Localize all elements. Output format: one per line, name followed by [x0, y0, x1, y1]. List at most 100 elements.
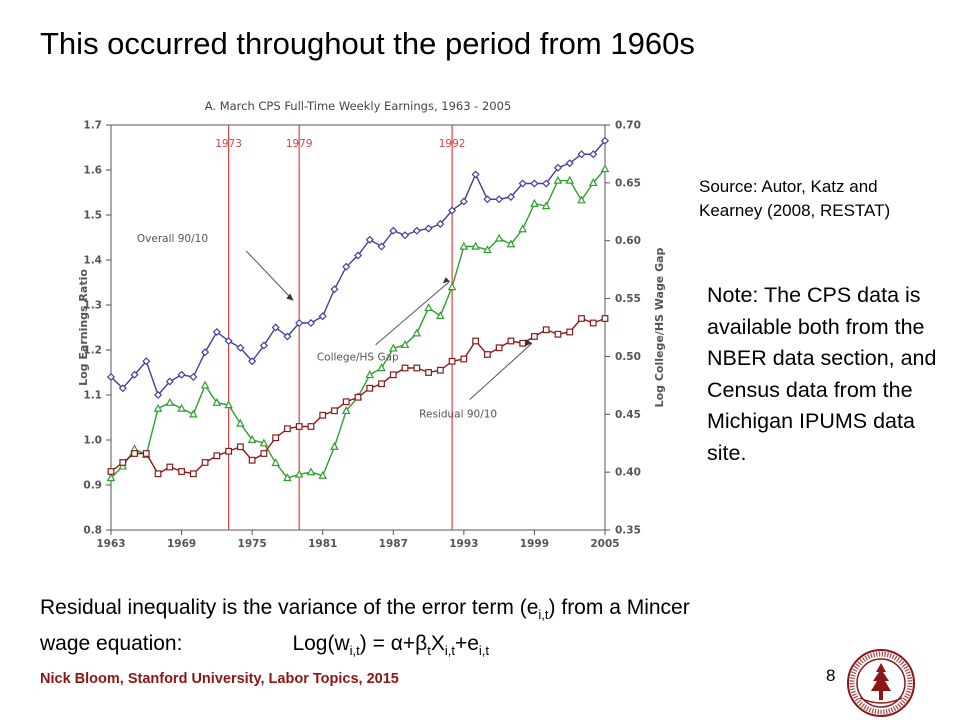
plot-frame: [110, 124, 606, 531]
college-hs-gap-point: [459, 241, 469, 250]
residual-90-10-point: [436, 366, 444, 374]
college-hs-gap-point: [494, 233, 504, 242]
overall-90-10-point: [201, 348, 210, 357]
college-hs-gap-point: [106, 473, 116, 482]
residual-90-10-point: [154, 470, 162, 478]
eq-part-d: +e: [454, 632, 479, 656]
source-line-2: Kearney (2008, RESTAT): [699, 201, 891, 220]
residual-90-10-point: [331, 407, 338, 415]
overall-90-10-point: [495, 195, 504, 204]
stanford-seal-logo: [847, 649, 915, 717]
y-left-tick-label: 0.8: [83, 525, 102, 537]
college-hs-gap-point: [565, 175, 575, 184]
residual-subscript: i,t: [538, 607, 549, 623]
overall-90-10-point: [577, 150, 586, 159]
overall-90-10-point: [283, 332, 292, 341]
overall-90-10-point: [459, 197, 468, 206]
y-right-tick-label: 0.70: [615, 120, 641, 132]
college-hs-gap-point: [483, 245, 492, 254]
overall-90-10-point: [471, 170, 480, 179]
overall-90-10-point: [436, 219, 445, 229]
college-hs-gap-point: [553, 175, 563, 184]
overall-90-10-point: [248, 357, 257, 366]
overall-90-10-point: [118, 384, 127, 393]
residual-90-10-point: [107, 468, 115, 475]
page-number: 8: [826, 666, 836, 685]
mincer-equation: Log(wi,t) = α+βtXi,t+ei,t: [292, 632, 490, 659]
overall-90-10-point: [259, 341, 268, 350]
eq-sub-4: i,t: [478, 643, 490, 659]
college-hs-gap-point: [447, 282, 457, 291]
college-hs-gap-point: [436, 311, 445, 320]
residual-text-end: ) from a Mincer: [548, 596, 690, 619]
y-right-tick-label: 0.55: [615, 293, 641, 305]
footer-credit: Nick Bloom, Stanford University, Labor T…: [40, 671, 399, 687]
overall-90-10-point: [506, 192, 515, 202]
college-hs-gap-point: [518, 224, 527, 233]
college-hs-gap-point: [212, 397, 222, 406]
overall-90-10-point: [553, 163, 563, 172]
residual-90-10-point: [142, 450, 150, 457]
residual-90-10-point: [554, 330, 562, 338]
residual-90-10-point: [483, 351, 491, 358]
residual-90-10-point: [401, 364, 409, 372]
residual-90-10-point: [236, 443, 244, 451]
overall-90-10-point: [177, 370, 186, 379]
y-right-tick-label: 0.45: [615, 409, 641, 421]
annotation-arrow-residual: [469, 342, 533, 400]
annotation-arrowhead-residual: [525, 339, 533, 347]
y-left-tick-label: 1.6: [83, 165, 102, 177]
overall-90-10-point: [589, 150, 598, 159]
series-line-college-hs-gap: [110, 168, 606, 479]
college-hs-gap-point: [236, 418, 245, 427]
residual-90-10-point: [201, 459, 209, 466]
overall-90-10-point: [330, 285, 339, 294]
residual-line-2: wage equation: Log(wi,t) = α+βtXi,t+ei,t: [40, 629, 920, 665]
y-left-tick-label: 1.1: [83, 390, 102, 402]
annotation-arrow-college: [375, 280, 451, 346]
y-left-tick-label: 1.2: [83, 345, 102, 357]
college-hs-gap-point: [189, 409, 198, 418]
slide-title: This occurred throughout the period from…: [40, 26, 695, 61]
residual-90-10-point: [425, 369, 432, 376]
college-hs-gap-point: [600, 164, 610, 173]
residual-90-10-point: [131, 450, 138, 457]
residual-90-10-point: [260, 450, 268, 457]
overall-90-10-point: [142, 357, 151, 366]
y-right-axis-label: Log College/HS Wage Gap: [653, 247, 666, 407]
annotation-overall-90-10: Overall 90/10: [137, 233, 208, 245]
overall-90-10-point: [224, 336, 233, 346]
overall-90-10-point: [189, 372, 198, 382]
college-hs-gap-point: [283, 473, 292, 482]
college-hs-gap-point: [224, 400, 233, 409]
eq-sub-1: i,t: [349, 643, 360, 659]
college-hs-gap-point: [541, 201, 551, 210]
college-hs-gap-point: [471, 241, 480, 250]
overall-90-10-point: [353, 251, 363, 260]
wage-equation-label: wage equation:: [40, 632, 183, 656]
earnings-inequality-chart: A. March CPS Full-Time Weekly Earnings, …: [78, 99, 666, 550]
college-hs-gap-point: [259, 438, 269, 447]
college-hs-gap-point: [341, 406, 351, 415]
residual-90-10-point: [295, 423, 303, 430]
y-left-tick-label: 1.3: [83, 300, 102, 312]
overall-90-10-point: [365, 235, 374, 244]
residual-90-10-point: [272, 434, 280, 442]
college-hs-gap-point: [165, 397, 175, 406]
residual-90-10-point: [389, 371, 397, 379]
y-left-tick-label: 1.7: [83, 120, 102, 132]
residual-90-10-point: [178, 468, 185, 475]
college-hs-gap-point: [506, 239, 516, 248]
y-right-tick-label: 0.50: [615, 351, 641, 363]
x-tick-label: 1975: [238, 538, 267, 550]
y-right-tick-label: 0.60: [615, 235, 641, 247]
x-tick-label: 2005: [590, 538, 619, 550]
overall-90-10-point: [530, 179, 539, 188]
residual-90-10-point: [601, 315, 609, 322]
annotation-arrowhead-college: [442, 277, 450, 284]
overall-90-10-point: [377, 242, 386, 251]
residual-90-10-point: [189, 470, 197, 478]
college-hs-gap-point: [377, 363, 386, 372]
annotation-college-hs-gap: College/HS Gap: [317, 351, 399, 363]
overall-90-10-point: [424, 224, 433, 233]
